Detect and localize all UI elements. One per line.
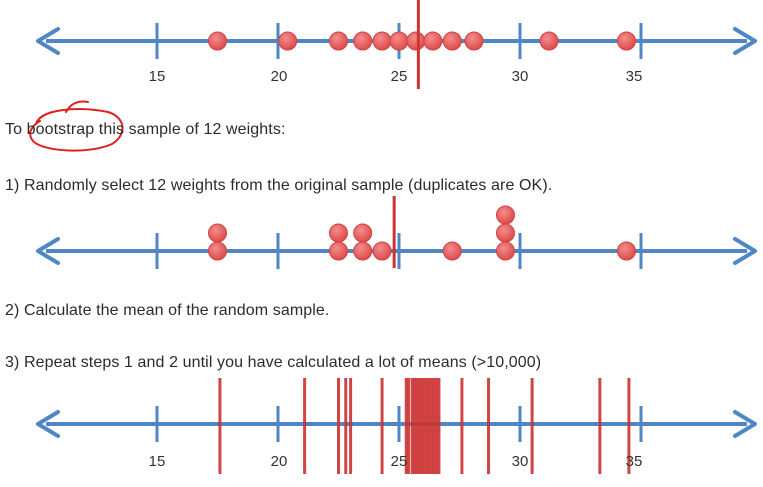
data-point xyxy=(353,31,373,51)
data-point xyxy=(495,205,515,225)
data-point xyxy=(372,31,392,51)
tick-label-35: 35 xyxy=(626,453,643,470)
data-point xyxy=(353,223,373,243)
tick-label-15: 15 xyxy=(149,68,166,85)
intro-text: To bootstrap this sample of 12 weights: xyxy=(5,121,286,138)
arrow-left xyxy=(36,410,60,438)
arrow-right xyxy=(733,237,757,265)
data-point xyxy=(442,241,462,261)
data-point xyxy=(353,241,373,261)
data-point xyxy=(539,31,559,51)
data-point xyxy=(464,31,484,51)
data-point xyxy=(406,31,426,51)
data-point xyxy=(616,31,636,51)
data-point xyxy=(442,31,462,51)
data-point xyxy=(495,223,515,243)
handwritten-circle-annotation xyxy=(29,100,124,152)
tick-label-30: 30 xyxy=(512,453,529,470)
arrow-right xyxy=(733,27,757,55)
tick-label-20: 20 xyxy=(271,68,288,85)
data-point xyxy=(423,31,443,51)
number-line-original xyxy=(36,0,757,89)
arrow-left xyxy=(36,237,60,265)
data-point xyxy=(329,223,348,243)
number-line-resample xyxy=(36,196,757,269)
tick-label-15: 15 xyxy=(149,453,166,470)
tick-label-30: 30 xyxy=(512,68,529,85)
step-1-text: 1) Randomly select 12 weights from the o… xyxy=(5,177,553,194)
tick-label-35: 35 xyxy=(626,68,643,85)
data-point xyxy=(329,31,348,51)
data-point xyxy=(389,31,409,51)
tick-label-20: 20 xyxy=(271,453,288,470)
data-point xyxy=(616,241,636,261)
step-3-text: 3) Repeat steps 1 and 2 until you have c… xyxy=(5,354,542,371)
data-point xyxy=(278,31,298,51)
number-line-means xyxy=(36,378,757,474)
tick-label-25: 25 xyxy=(391,453,408,470)
data-point xyxy=(208,223,227,243)
data-point xyxy=(372,241,392,261)
arrow-left xyxy=(36,27,60,55)
data-point xyxy=(329,241,348,261)
tick-label-25: 25 xyxy=(391,68,408,85)
step-2-text: 2) Calculate the mean of the random samp… xyxy=(5,302,330,319)
arrow-right xyxy=(733,410,757,438)
data-point xyxy=(208,241,227,261)
data-point xyxy=(495,241,515,261)
data-point xyxy=(208,31,227,51)
